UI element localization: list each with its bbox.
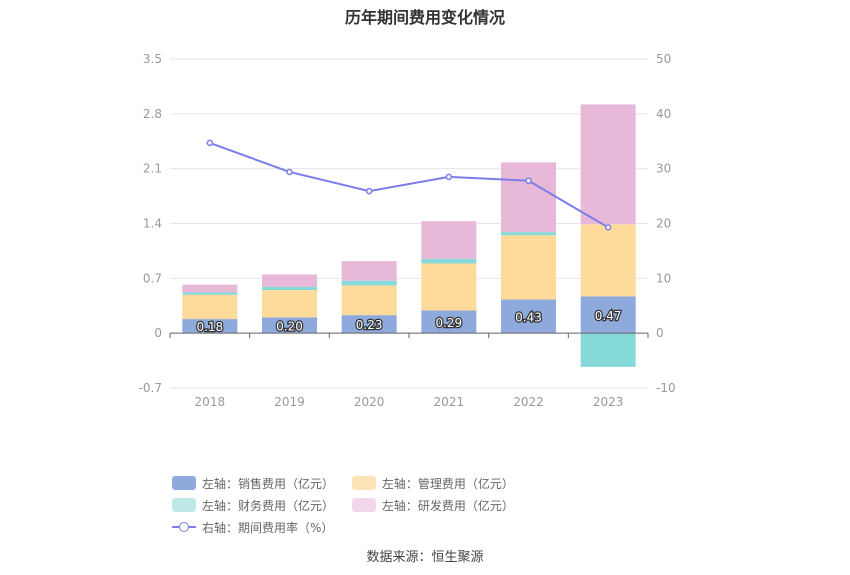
bar-segment <box>421 221 477 259</box>
legend-swatch-admin <box>351 476 376 490</box>
y-right-tick-label: 40 <box>656 107 671 121</box>
x-tick-label: 2023 <box>593 395 624 409</box>
line-point <box>525 177 532 184</box>
bar-segment <box>182 284 238 293</box>
x-tick-label: 2019 <box>274 395 305 409</box>
y-left-tick-label: 3.5 <box>143 52 162 66</box>
bar-segment <box>580 224 636 297</box>
series-line-expense-rate <box>209 141 609 229</box>
legend-item-sales[interactable]: 左轴：销售费用（亿元） <box>172 472 334 494</box>
line-point <box>286 168 293 176</box>
line-point <box>604 224 612 231</box>
bar-segment <box>341 285 397 316</box>
bar-segment <box>421 258 477 264</box>
data-label: 0.23 <box>356 318 383 332</box>
y-left-tick-label: -0.7 <box>139 381 162 395</box>
data-source: 数据来源：恒生聚源 <box>366 550 484 565</box>
y-left-tick-label: 0 <box>154 326 162 340</box>
legend-item-finance[interactable]: 左轴：财务费用（亿元） <box>172 494 334 516</box>
bar-segment <box>580 333 636 367</box>
bar-segment <box>182 319 238 334</box>
y-right-tick-label: 50 <box>656 52 671 66</box>
bar-segment <box>262 286 317 291</box>
y-left-tick-label: 0.7 <box>143 271 162 285</box>
y-left-tick-label: 1.4 <box>143 217 162 231</box>
data-label: 0.29 <box>435 316 462 330</box>
bar-segment <box>262 290 317 318</box>
bar-segment <box>341 261 397 281</box>
y-right-tick-label: 0 <box>656 326 664 340</box>
bar-segment <box>182 292 238 295</box>
chart-legend: 左轴：销售费用（亿元） 左轴：管理费用（亿元） 左轴：财务费用（亿元） 左轴：研… <box>172 472 692 538</box>
bar-segment <box>182 294 238 320</box>
bar-segment <box>262 317 317 334</box>
y-right-tick-label: 30 <box>656 162 671 176</box>
legend-item-admin[interactable]: 左轴：管理费用（亿元） <box>351 472 514 494</box>
data-label: 0.47 <box>595 309 622 323</box>
chart-plot: 3.5 50 2.8 40 2.1 30 1.4 20 0.7 10 0 0 -0.7 -10 2018 20… <box>139 52 676 409</box>
bar-segment <box>421 263 477 311</box>
legend-label-admin: 左轴：管理费用（亿元） <box>381 476 514 491</box>
legend-item-expense-rate[interactable]: 右轴：期间费用率（%） <box>172 516 333 538</box>
legend-label-rd: 左轴：研发费用（亿元） <box>381 498 514 513</box>
legend-item-rd[interactable]: 左轴：研发费用（亿元） <box>351 494 514 516</box>
bar-segment <box>501 299 556 334</box>
line-point <box>206 139 214 147</box>
bar-segment <box>262 274 317 287</box>
legend-swatch-sales <box>172 476 196 490</box>
bar-segment <box>501 235 556 300</box>
x-tick-label: 2020 <box>354 395 385 409</box>
x-tick-label: 2018 <box>195 395 226 409</box>
y-right-tick-label: -10 <box>656 381 676 395</box>
data-label: 0.43 <box>515 310 542 324</box>
bar-segment <box>341 315 397 334</box>
y-right-tick-label: 20 <box>656 217 671 231</box>
bar-segment <box>501 232 556 236</box>
legend-label-finance: 左轴：财务费用（亿元） <box>202 498 335 513</box>
chart-title: 历年期间费用变化情况 <box>344 8 505 27</box>
line-point <box>365 187 373 195</box>
data-label: 0.18 <box>196 320 223 334</box>
x-tick-label: 2021 <box>434 395 465 409</box>
line-point <box>445 173 453 181</box>
y-left-tick-label: 2.8 <box>143 107 162 121</box>
legend-swatch-finance <box>172 498 196 512</box>
legend-label-expense-rate: 右轴：期间费用率（%） <box>202 520 334 535</box>
legend-swatch-rd <box>351 498 376 512</box>
legend-line-marker-icon <box>172 520 196 534</box>
bar-segment <box>421 310 477 334</box>
bar-segment <box>580 104 636 225</box>
legend-label-sales: 左轴：销售费用（亿元） <box>202 476 335 491</box>
x-tick-label: 2022 <box>513 395 544 409</box>
bar-segment <box>580 296 636 334</box>
bar-segment <box>341 280 397 286</box>
y-right-tick-label: 10 <box>656 271 671 285</box>
data-label: 0.20 <box>276 319 303 333</box>
y-left-tick-label: 2.1 <box>143 162 162 176</box>
bar-segment <box>501 162 556 233</box>
